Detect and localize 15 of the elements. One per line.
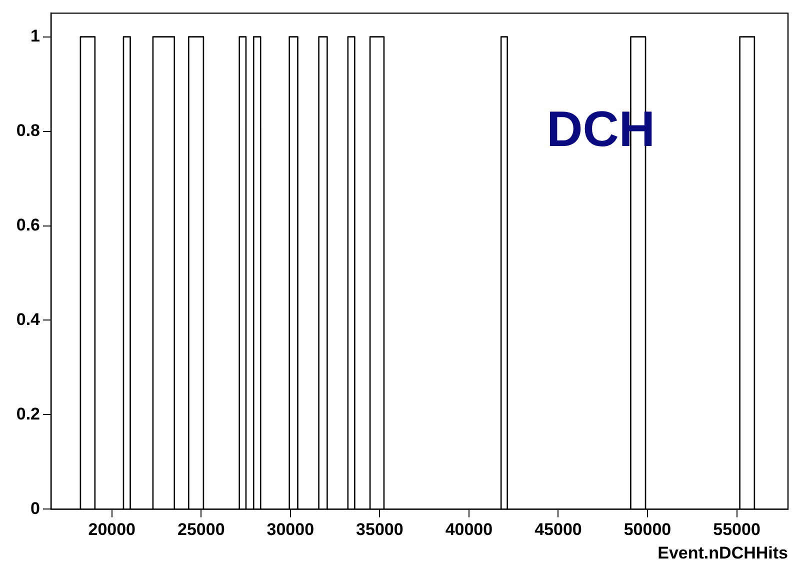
- y-tick-label: 0.6: [16, 215, 40, 234]
- x-tick-label: 30000: [266, 520, 314, 540]
- x-tick-label: 55000: [713, 520, 760, 540]
- x-tick-label: 35000: [356, 520, 404, 540]
- y-tick-label: 0.2: [16, 404, 40, 424]
- y-tick-label: 0.4: [16, 310, 41, 329]
- x-tick-label: 40000: [445, 520, 493, 540]
- x-tick-label: 20000: [88, 520, 136, 540]
- y-tick-label: 0: [30, 498, 40, 518]
- x-axis-title: Event.nDCHHits: [658, 543, 788, 562]
- x-tick-label: 25000: [178, 520, 225, 540]
- y-tick-label: 1: [30, 26, 40, 46]
- y-tick-label: 0.8: [16, 120, 40, 140]
- x-tick-label: 50000: [624, 520, 672, 540]
- x-tick-label: 45000: [534, 520, 582, 540]
